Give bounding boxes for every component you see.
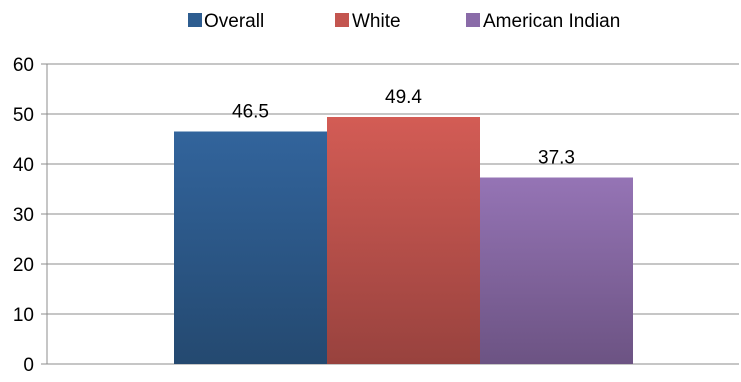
legend-label: American Indian bbox=[483, 11, 620, 32]
y-tick-label: 0 bbox=[23, 355, 34, 376]
y-tick-label: 20 bbox=[13, 255, 34, 276]
bar-overall bbox=[174, 131, 327, 364]
data-label: 37.3 bbox=[538, 148, 575, 169]
data-label: 49.4 bbox=[385, 87, 422, 108]
y-tick-label: 50 bbox=[13, 105, 34, 126]
legend-swatch bbox=[188, 13, 202, 27]
legend: Overall White American Indian bbox=[188, 11, 620, 32]
y-axis: 0 10 20 30 40 50 60 bbox=[13, 55, 48, 376]
y-tick-label: 30 bbox=[13, 205, 34, 226]
bars bbox=[174, 117, 633, 364]
legend-label: Overall bbox=[204, 11, 264, 32]
bar-white bbox=[327, 117, 480, 364]
legend-label: White bbox=[352, 11, 401, 32]
data-labels: 46.5 49.4 37.3 bbox=[232, 87, 575, 169]
legend-swatch bbox=[466, 13, 480, 27]
y-tick-label: 40 bbox=[13, 155, 34, 176]
bar-american-indian bbox=[480, 177, 633, 364]
y-tick-label: 60 bbox=[13, 55, 34, 76]
data-label: 46.5 bbox=[232, 102, 269, 123]
legend-swatch bbox=[335, 13, 349, 27]
y-tick-label: 10 bbox=[13, 305, 34, 326]
